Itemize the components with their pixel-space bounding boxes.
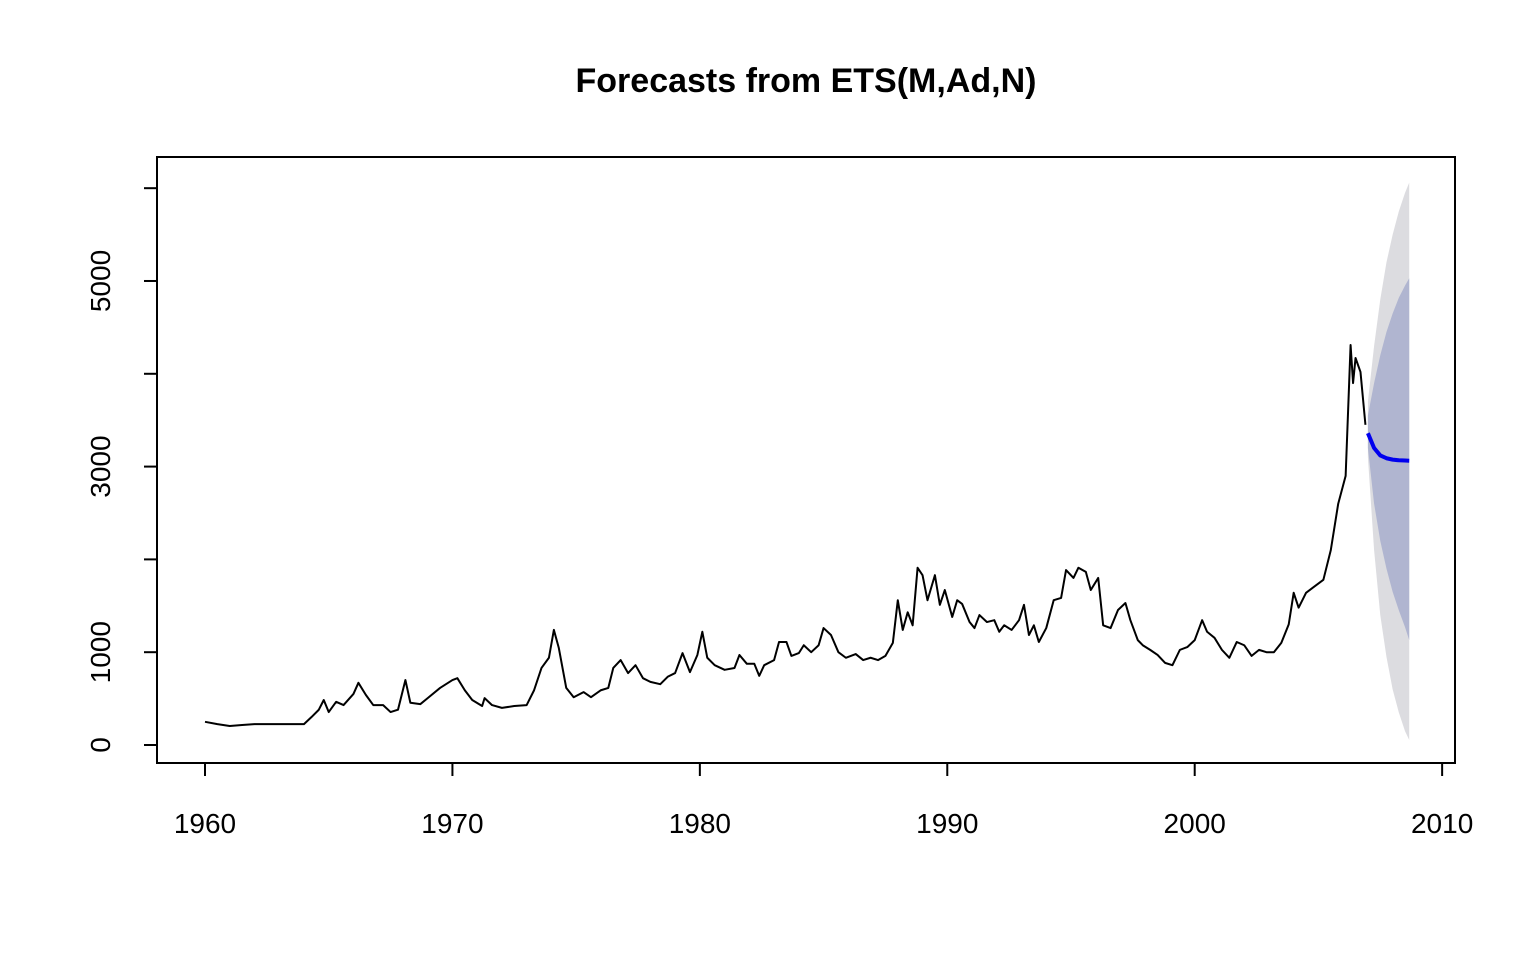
y-tick-label: 1000 [85,621,116,683]
forecast-line [1366,432,1410,463]
x-tick-label: 1980 [669,808,731,839]
chart-title: Forecasts from ETS(M,Ad,N) [576,62,1037,100]
x-tick-label: 2000 [1164,808,1226,839]
x-tick-label: 1990 [916,808,978,839]
x-tick-label: 1970 [421,808,483,839]
y-tick-label: 5000 [85,250,116,312]
x-tick-label: 1960 [174,808,236,839]
x-tick-label: 2010 [1411,808,1473,839]
y-tick-label: 0 [85,737,116,753]
history-line [204,344,1367,727]
y-tick-label: 3000 [85,435,116,497]
plot-frame [156,156,1456,764]
